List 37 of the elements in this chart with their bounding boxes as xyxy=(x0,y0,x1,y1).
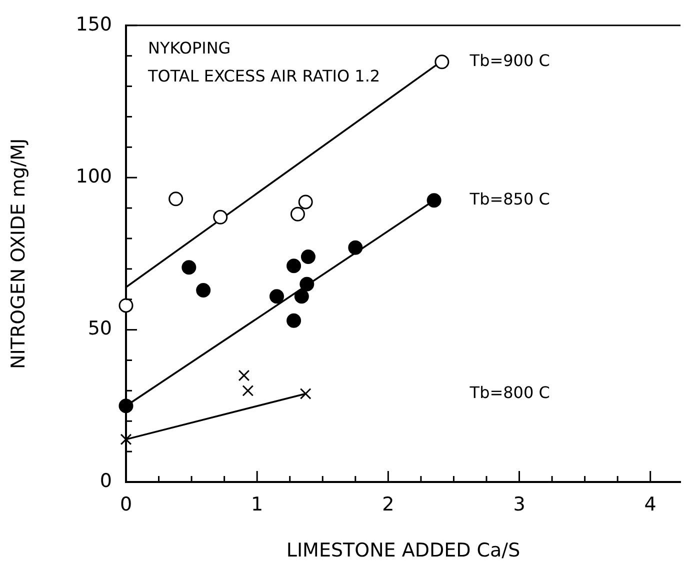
x-tick-label: 3 xyxy=(513,493,526,516)
point xyxy=(118,298,134,313)
x-tick-label: 2 xyxy=(382,493,394,516)
x-tick-label: 4 xyxy=(644,493,656,516)
point xyxy=(298,194,313,210)
point xyxy=(242,384,254,396)
point xyxy=(168,192,184,206)
point xyxy=(286,258,302,274)
point xyxy=(426,193,442,208)
point xyxy=(182,260,196,275)
y-axis-title: NITROGEN OXIDE mg/MJ xyxy=(7,138,30,369)
series-label: Tb=900 C xyxy=(468,51,550,70)
text: Tb=800 C xyxy=(468,382,550,402)
y-tick-label: 100 xyxy=(76,166,112,188)
point xyxy=(286,313,302,328)
y-tick-label: 50 xyxy=(88,318,112,340)
x-tick-label: 1 xyxy=(251,493,264,516)
y-tick-label: 150 xyxy=(76,13,112,36)
point xyxy=(294,289,309,304)
point xyxy=(270,289,284,304)
point xyxy=(120,434,132,446)
point xyxy=(348,240,363,255)
text: Tb=850 C xyxy=(468,190,550,209)
point xyxy=(213,210,228,224)
point xyxy=(300,276,314,292)
x-tick-label: 0 xyxy=(120,493,132,516)
point xyxy=(434,54,450,70)
point xyxy=(238,370,250,382)
annotation: NYKOPING xyxy=(148,38,231,58)
point xyxy=(300,249,316,264)
point xyxy=(300,388,312,400)
point xyxy=(290,206,305,222)
point xyxy=(118,398,134,414)
y-tick-label: 0 xyxy=(100,470,112,492)
x-axis-title: LIMESTONE ADDED Ca/S xyxy=(286,540,520,562)
point xyxy=(196,282,211,298)
annotation: TOTAL EXCESS AIR RATIO 1.2 xyxy=(147,66,380,86)
